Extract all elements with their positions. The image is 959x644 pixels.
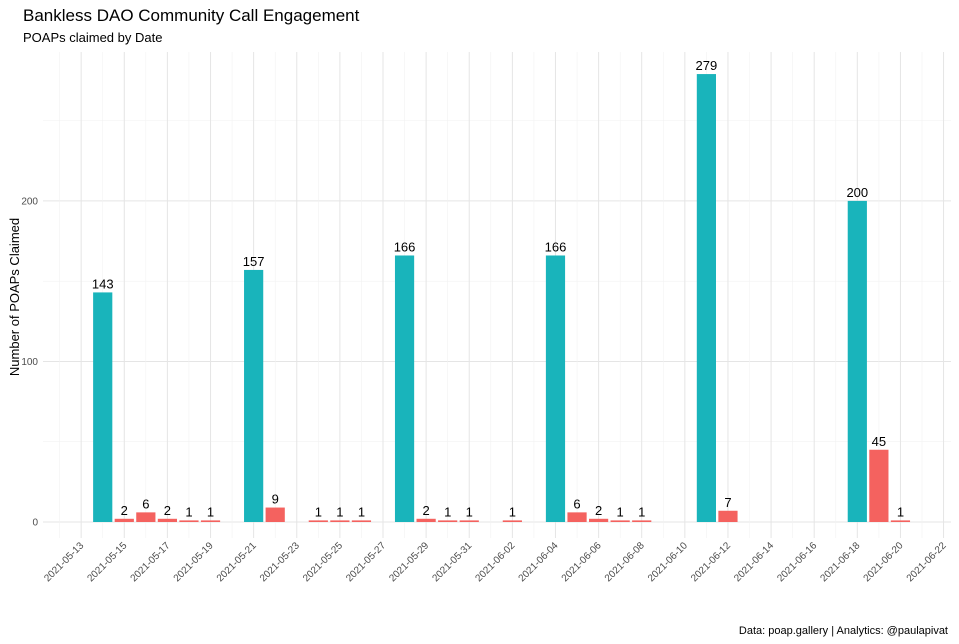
x-tick-label: 2021-05-31 (430, 540, 474, 584)
bar (890, 520, 911, 522)
bar (157, 518, 177, 522)
data-label: 2 (595, 503, 602, 518)
bar (847, 200, 867, 522)
data-label: 1 (444, 504, 451, 519)
bar (545, 255, 566, 522)
x-tick-label: 2021-05-27 (344, 540, 388, 584)
chart-caption: Data: poap.gallery | Analytics: @paulapi… (738, 625, 948, 637)
bar (718, 510, 738, 522)
data-label: 1 (336, 504, 343, 519)
bar (244, 269, 264, 522)
data-label: 1 (207, 504, 214, 519)
bars (93, 74, 911, 523)
bar (179, 520, 199, 522)
y-tick-label: 100 (21, 357, 38, 368)
x-tick-label: 2021-05-17 (129, 540, 173, 584)
data-label: 2 (164, 503, 171, 518)
bar (567, 512, 587, 522)
bar (696, 74, 716, 523)
x-tick-label: 2021-05-13 (42, 540, 86, 584)
bar (330, 520, 350, 522)
data-label: 2 (423, 503, 430, 518)
x-tick-label: 2021-06-02 (474, 540, 518, 584)
data-label: 1 (466, 504, 473, 519)
bar (610, 520, 630, 522)
data-label: 1 (617, 504, 624, 519)
x-tick-label: 2021-06-04 (517, 540, 561, 584)
x-tick-label: 2021-06-22 (905, 540, 949, 584)
data-label: 9 (272, 492, 279, 507)
bar (308, 520, 328, 522)
chart-subtitle: POAPs claimed by Date (23, 30, 163, 45)
bar (632, 520, 652, 522)
data-label: 6 (142, 496, 149, 511)
x-tick-label: 2021-05-21 (215, 540, 259, 584)
x-tick-label: 2021-05-23 (258, 540, 302, 584)
x-tick-label: 2021-06-08 (603, 540, 647, 584)
data-label: 157 (243, 254, 265, 269)
data-label: 1 (638, 504, 645, 519)
x-tick-label: 2021-05-29 (387, 540, 431, 584)
data-label: 200 (846, 185, 868, 200)
y-axis-label: Number of POAPs Claimed (7, 218, 22, 376)
chart-title: Bankless DAO Community Call Engagement (23, 6, 360, 25)
x-tick-label: 2021-06-18 (818, 540, 862, 584)
data-label: 166 (545, 239, 567, 254)
bar (589, 518, 609, 522)
bar (200, 520, 221, 522)
x-tick-label: 2021-06-10 (646, 540, 690, 584)
data-label: 1 (185, 504, 192, 519)
grid-lines (43, 52, 951, 538)
x-tick-label: 2021-05-15 (85, 540, 129, 584)
data-label: 1 (897, 504, 904, 519)
x-tick-label: 2021-06-12 (689, 540, 733, 584)
y-tick-label: 200 (21, 196, 38, 207)
data-label: 1 (509, 504, 516, 519)
data-label: 6 (573, 496, 580, 511)
data-label: 279 (696, 58, 718, 73)
data-label: 143 (92, 276, 114, 291)
x-tick-label: 2021-05-25 (301, 540, 345, 584)
bar (394, 255, 415, 522)
bar (438, 520, 458, 522)
x-tick-label: 2021-06-06 (560, 540, 604, 584)
data-label: 1 (358, 504, 365, 519)
x-tick-label: 2021-05-19 (172, 540, 216, 584)
bar (502, 520, 522, 522)
x-tick-label: 2021-06-14 (732, 540, 776, 584)
data-label: 7 (724, 495, 731, 510)
bar (93, 292, 113, 522)
x-axis-ticks: 2021-05-13 2021-05-15 2021-05-17 2021-05-19… (42, 540, 949, 584)
bar (869, 449, 889, 522)
data-label: 45 (872, 434, 886, 449)
bar (459, 520, 479, 522)
x-tick-label: 2021-06-16 (775, 540, 819, 584)
bar (351, 520, 372, 522)
data-label: 1 (315, 504, 322, 519)
data-label: 2 (121, 503, 128, 518)
bar (265, 507, 285, 522)
data-label: 166 (394, 239, 416, 254)
bar (136, 512, 156, 522)
x-tick-label: 2021-06-20 (862, 540, 906, 584)
y-axis-ticks: 0 100 200 (21, 196, 38, 528)
bar (114, 518, 134, 522)
y-tick-label: 0 (32, 518, 38, 529)
bar (416, 518, 436, 522)
